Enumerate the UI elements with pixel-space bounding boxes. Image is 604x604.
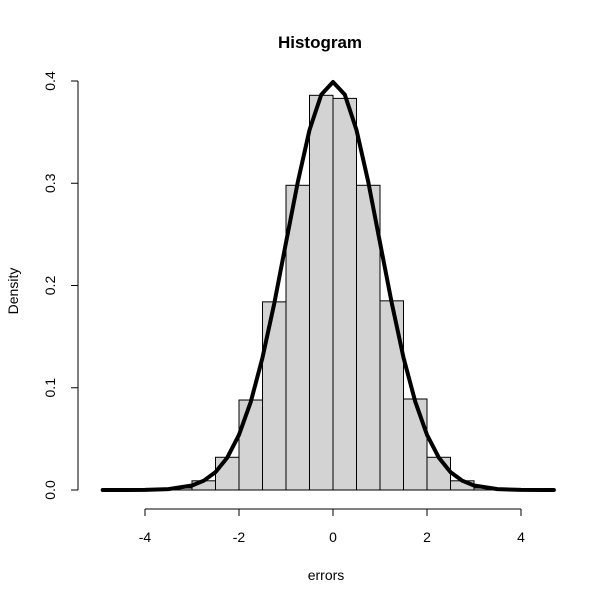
density-curve-layer [100, 80, 556, 492]
x-tick-label: 4 [517, 529, 525, 545]
histogram-bar [238, 399, 263, 491]
histogram-bar [379, 300, 404, 491]
x-axis: -4 -2 0 2 4 [139, 508, 525, 545]
y-axis-label: Density [5, 268, 21, 315]
histogram-bar [215, 456, 240, 491]
x-axis-label: errors [308, 567, 345, 583]
chart-title: Histogram [278, 33, 362, 52]
x-tick-label: 2 [423, 529, 431, 545]
x-tick-label: 0 [329, 529, 337, 545]
y-tick-label: 0.2 [42, 276, 58, 296]
y-tick-label: 0.0 [42, 480, 58, 500]
y-tick-label: 0.4 [42, 71, 58, 91]
histogram-bar [426, 456, 451, 491]
histogram-bars [144, 94, 522, 491]
x-tick-label: -4 [139, 529, 152, 545]
y-tick-label: 0.1 [42, 378, 58, 398]
density-curve-line [100, 80, 556, 492]
x-tick-label: -2 [233, 529, 246, 545]
y-axis: 0.0 0.1 0.2 0.3 0.4 [42, 71, 79, 500]
histogram-bar [309, 94, 334, 491]
histogram-bar [403, 398, 428, 491]
y-tick-label: 0.3 [42, 173, 58, 193]
histogram-bar [262, 301, 287, 491]
histogram-bar [332, 97, 357, 491]
